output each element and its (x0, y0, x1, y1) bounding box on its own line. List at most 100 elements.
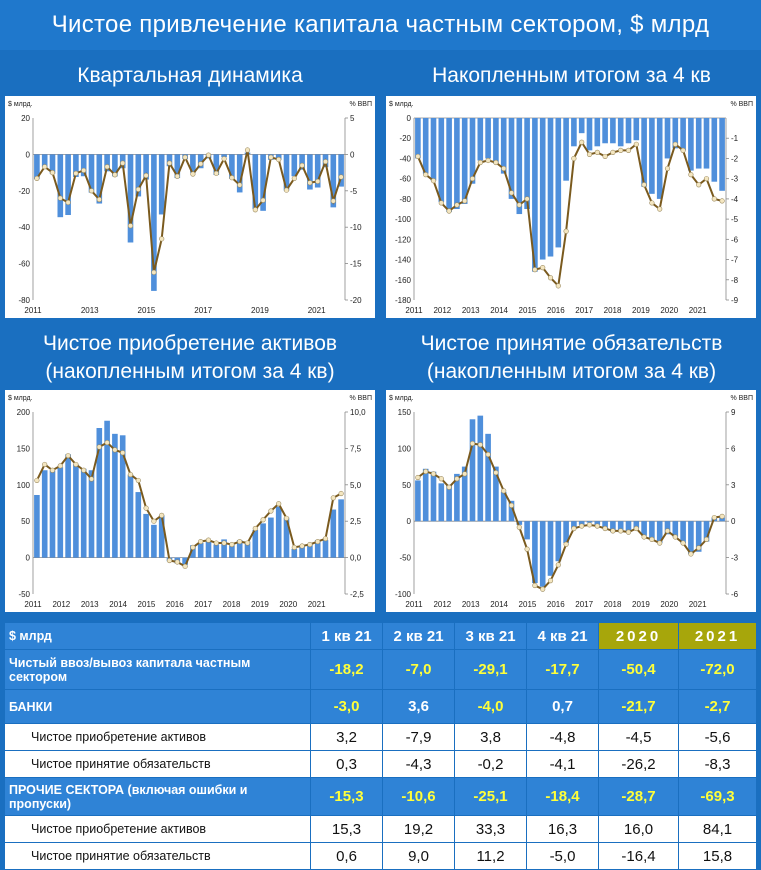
line-point (221, 540, 227, 546)
line-point (415, 474, 421, 481)
bar (539, 521, 546, 587)
line-point (524, 546, 530, 552)
line-point (330, 495, 336, 501)
x-tick-label: 2014 (109, 600, 127, 609)
line-point (260, 517, 266, 523)
cell: 0,6 (310, 842, 383, 870)
cell: -16,4 (598, 842, 679, 870)
summary-table: $ млрд 1 кв 21 2 кв 21 3 кв 21 4 кв 21 2… (4, 622, 757, 870)
bar (672, 118, 679, 149)
x-tick-label: 2021 (689, 306, 707, 315)
line-point (602, 153, 608, 160)
line-point (438, 476, 444, 482)
line-point (610, 149, 616, 155)
bar (664, 521, 671, 535)
line-point (680, 540, 686, 546)
panel-title-liabilities-line1: Чистое принятие обязательств (420, 332, 723, 355)
y-tick-label: -40 (399, 154, 411, 163)
line-point (49, 467, 56, 473)
x-tick-label: 2016 (547, 600, 565, 609)
panel-title-liabilities: Чистое принятие обязательств (накопленны… (382, 330, 761, 386)
y-tick-label: 20 (21, 114, 30, 123)
line-point (151, 518, 157, 524)
line-point (34, 175, 40, 182)
line-point (672, 534, 678, 540)
table-row-banks: БАНКИ -3,0 3,6 -4,0 0,7 -21,7 -2,7 (4, 689, 757, 724)
line-point (135, 477, 141, 484)
x-tick-label: 2018 (604, 600, 622, 609)
bar (221, 154, 227, 158)
line-point (532, 582, 538, 589)
cell: -0,2 (454, 750, 527, 778)
y2-tick-label: -2 (731, 154, 739, 163)
line-point (485, 451, 491, 458)
series-line (36, 441, 342, 568)
line-point (34, 477, 40, 484)
bar (49, 154, 56, 174)
table-header-q2: 2 кв 21 (382, 622, 455, 650)
x-tick-label: 2019 (632, 306, 650, 315)
bar (719, 517, 725, 522)
table-header-q4: 4 кв 21 (526, 622, 599, 650)
line-point (315, 538, 321, 545)
line-point (283, 515, 290, 521)
y-unit-label: $ млрд. (389, 101, 414, 108)
bar (57, 154, 64, 218)
bar (602, 521, 608, 529)
table-header-q3: 3 кв 21 (454, 622, 527, 650)
panel-title-quarterly: Квартальная динамика (77, 64, 303, 87)
y2-tick-label: -2,5 (350, 590, 364, 599)
line-point (477, 159, 483, 166)
bar (633, 521, 640, 529)
y2-tick-label: -4 (731, 195, 739, 204)
bar (41, 470, 48, 558)
cell: 9,0 (382, 842, 455, 870)
y2-tick-label: 0 (731, 517, 736, 526)
cell: -4,8 (526, 723, 599, 751)
bar (571, 118, 577, 147)
bar (516, 521, 523, 525)
y2-unit-label: % ВВП (730, 395, 753, 402)
line-point (508, 502, 515, 509)
line-point (135, 186, 141, 192)
bar (73, 464, 79, 558)
y-tick-label: -20 (399, 134, 411, 143)
y2-tick-label: 3 (731, 481, 736, 490)
bar (415, 118, 421, 159)
line-point (96, 196, 102, 203)
cell: -18,2 (310, 649, 383, 690)
y2-tick-label: 7,5 (350, 444, 362, 453)
cell: 0,3 (310, 750, 383, 778)
cell: -4,5 (598, 723, 679, 751)
bar (166, 154, 173, 167)
y-tick-label: 0 (26, 150, 31, 159)
bar (291, 548, 298, 558)
bar (633, 118, 640, 141)
bar (338, 499, 344, 558)
x-tick-label: 2017 (194, 306, 212, 315)
line-point (65, 199, 71, 206)
line-point (143, 505, 149, 511)
line-point (49, 169, 56, 176)
bar (229, 545, 235, 558)
bar (485, 433, 491, 522)
line-point (276, 501, 282, 507)
cell: 15,3 (310, 815, 383, 843)
y-tick-label: -120 (395, 235, 412, 244)
bar (555, 521, 562, 562)
bar (454, 473, 460, 522)
line-point (664, 528, 671, 534)
table-row-total: Чистый ввоз/вывоз капитала частным секто… (4, 649, 757, 690)
cell: -29,1 (454, 649, 527, 690)
bar (236, 154, 243, 193)
row-label: Чистое принятие обязательств (4, 842, 311, 870)
line-point (88, 188, 95, 194)
x-tick-label: 2020 (279, 600, 297, 609)
line-point (213, 540, 219, 546)
y-tick-label: -60 (399, 175, 411, 184)
bar (586, 118, 593, 151)
line-point (190, 171, 196, 177)
bar (688, 118, 694, 171)
x-tick-label: 2011 (24, 600, 42, 609)
y2-tick-label: -3 (731, 175, 739, 184)
